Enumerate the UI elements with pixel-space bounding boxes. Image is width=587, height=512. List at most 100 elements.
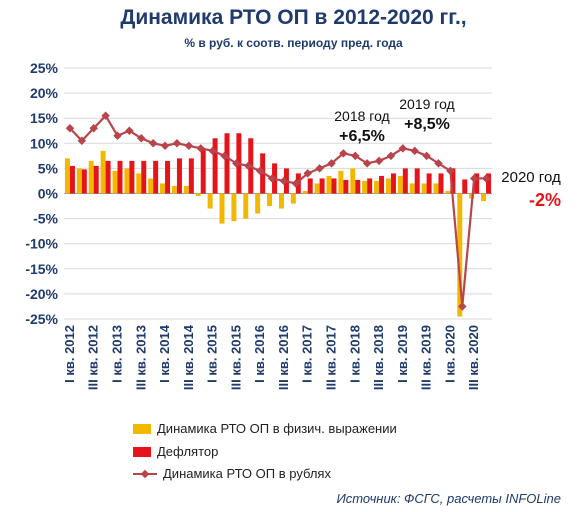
y-tick-label: 25% bbox=[30, 60, 59, 76]
x-tick-label: I кв. 2017 bbox=[300, 325, 315, 383]
bar-deflator bbox=[402, 168, 408, 194]
bar-physical bbox=[148, 178, 154, 194]
chart-title: Динамика РТО ОП в 2012-2020 гг., bbox=[120, 6, 467, 29]
y-tick-label: -15% bbox=[25, 261, 58, 277]
point-rubles bbox=[291, 179, 301, 188]
bar-physical bbox=[195, 193, 201, 197]
bar-physical bbox=[100, 150, 106, 194]
bar-deflator bbox=[224, 133, 230, 194]
point-rubles bbox=[232, 159, 241, 168]
y-tick-label: 0% bbox=[38, 186, 59, 202]
legend-label-deflator: Дефлятор bbox=[157, 444, 219, 459]
legend-item-rubles: Динамика РТО ОП в рублях bbox=[133, 466, 331, 481]
source-note: Источник: ФСГС, расчеты INFOLine bbox=[336, 491, 561, 506]
bar-physical bbox=[350, 168, 356, 194]
bar-physical bbox=[183, 185, 189, 194]
bar-deflator bbox=[165, 160, 171, 194]
line-rubles bbox=[69, 113, 487, 307]
x-tick-label: I кв. 2016 bbox=[252, 325, 267, 383]
bar-physical bbox=[362, 180, 368, 194]
bar-physical bbox=[160, 183, 166, 194]
bar-physical bbox=[124, 168, 130, 194]
bar-physical bbox=[457, 193, 463, 317]
point-rubles bbox=[196, 144, 205, 153]
bar-deflator bbox=[200, 148, 206, 194]
x-tick-label: I кв. 2020 bbox=[442, 325, 457, 383]
x-tick-label: III кв. 2017 bbox=[324, 325, 339, 390]
bar-physical bbox=[219, 193, 225, 224]
annotation-2019-value: +8,5% bbox=[404, 116, 450, 133]
bar-physical bbox=[255, 193, 261, 214]
x-tick-label: III кв. 2020 bbox=[466, 325, 481, 390]
x-tick-label: III кв. 2016 bbox=[276, 325, 291, 390]
point-rubles bbox=[422, 151, 431, 161]
x-tick-label: III кв. 2014 bbox=[181, 324, 196, 390]
point-rubles bbox=[374, 156, 384, 166]
bar-deflator bbox=[319, 178, 325, 194]
point-rubles bbox=[148, 139, 158, 148]
x-tick-label: I кв. 2019 bbox=[395, 325, 410, 383]
bar-physical bbox=[64, 158, 70, 194]
annotation-2018-label: 2018 год bbox=[334, 108, 389, 124]
point-rubles bbox=[481, 174, 491, 183]
x-tick-label: III кв. 2013 bbox=[133, 325, 148, 390]
bar-deflator bbox=[212, 138, 218, 194]
legend-swatch-deflator bbox=[133, 446, 151, 457]
bar-physical bbox=[421, 183, 427, 194]
annotation-2019-label: 2019 год bbox=[399, 96, 454, 112]
y-tick-label: 10% bbox=[30, 135, 59, 151]
bar-deflator bbox=[153, 160, 159, 194]
bar-deflator bbox=[390, 173, 396, 194]
legend-item-physical: Динамика РТО ОП в физич. выражении bbox=[133, 421, 397, 436]
bar-deflator bbox=[188, 158, 194, 194]
x-tick-label: I кв. 2013 bbox=[110, 325, 125, 383]
point-rubles bbox=[220, 151, 229, 161]
bar-deflator bbox=[141, 160, 147, 194]
annotation-2020-value: -2% bbox=[529, 190, 561, 210]
y-tick-label: 15% bbox=[30, 110, 59, 126]
bar-physical bbox=[326, 175, 332, 194]
bar-physical bbox=[290, 193, 296, 204]
point-rubles bbox=[386, 151, 396, 161]
x-tick-label: III кв. 2019 bbox=[419, 325, 434, 390]
bar-physical bbox=[278, 193, 284, 209]
point-rubles bbox=[469, 174, 479, 183]
bar-physical bbox=[136, 173, 142, 194]
bar-physical bbox=[243, 193, 249, 219]
bar-deflator bbox=[343, 179, 349, 194]
point-rubles bbox=[137, 134, 146, 143]
bar-physical bbox=[171, 185, 177, 194]
bar-physical bbox=[433, 183, 439, 194]
bar-physical bbox=[207, 193, 213, 209]
point-rubles bbox=[65, 123, 75, 133]
bar-deflator bbox=[450, 168, 456, 194]
y-tick-label: -5% bbox=[33, 211, 58, 227]
point-rubles bbox=[279, 176, 289, 186]
bar-deflator bbox=[414, 168, 420, 194]
bar-physical bbox=[112, 170, 118, 194]
legend-item-deflator: Дефлятор bbox=[133, 444, 218, 459]
bar-physical bbox=[397, 175, 403, 194]
bar-physical bbox=[481, 193, 487, 202]
point-rubles bbox=[255, 166, 265, 176]
point-rubles bbox=[398, 144, 408, 153]
point-rubles bbox=[113, 131, 122, 141]
point-rubles bbox=[303, 169, 312, 178]
bar-deflator bbox=[379, 175, 385, 194]
bar-deflator bbox=[307, 178, 313, 194]
bar-deflator bbox=[486, 173, 492, 194]
legend-label-physical: Динамика РТО ОП в физич. выражении bbox=[157, 421, 397, 436]
point-rubles bbox=[160, 141, 170, 151]
y-tick-label: -25% bbox=[25, 311, 58, 327]
bar-deflator bbox=[474, 173, 480, 194]
x-tick-label: I кв. 2018 bbox=[347, 325, 362, 383]
bar-physical bbox=[267, 193, 273, 207]
bar-deflator bbox=[355, 179, 361, 194]
bar-deflator bbox=[81, 169, 87, 194]
bar-deflator bbox=[462, 179, 468, 194]
bar-deflator bbox=[438, 173, 444, 194]
bar-physical bbox=[409, 183, 415, 194]
y-tick-label: 20% bbox=[30, 85, 59, 101]
x-tick-label: I кв. 2012 bbox=[62, 325, 77, 383]
